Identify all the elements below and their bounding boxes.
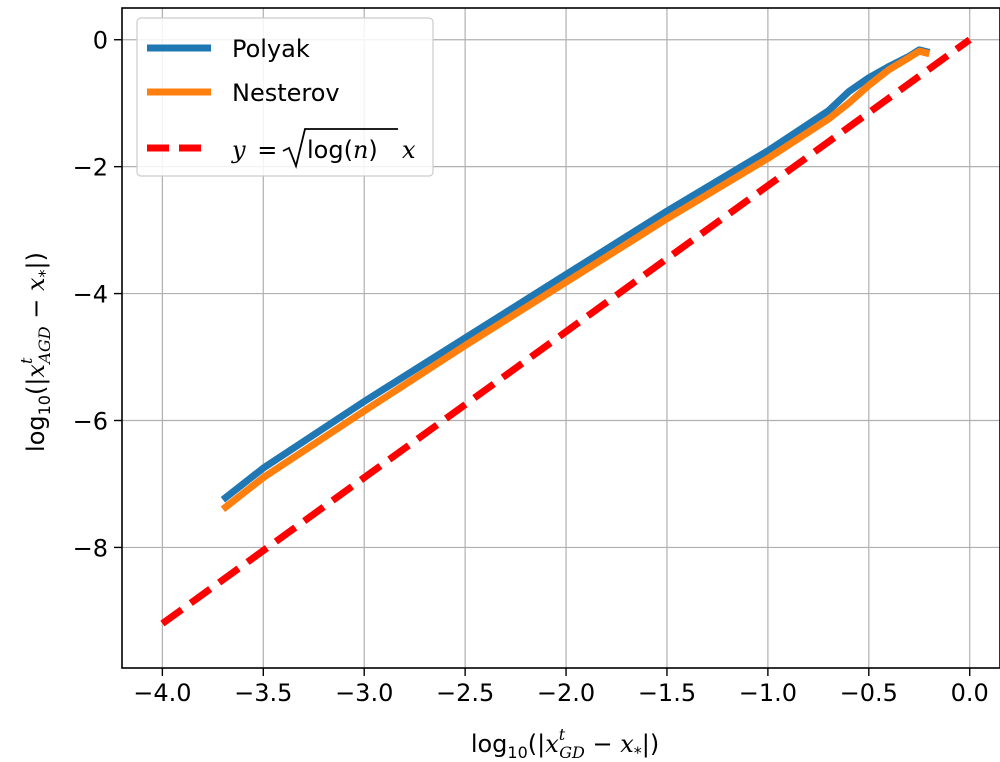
x-tick-label: 0.0 — [951, 679, 989, 707]
x-axis-label-varsub: GD — [559, 743, 585, 762]
x-axis-label-open: (| — [528, 730, 545, 758]
legend-label-reference-line: y = log(n) x — [231, 128, 416, 169]
legend: Polyak Nesterov y = log(n) x — [136, 17, 434, 177]
x-tick-label: −1.5 — [638, 679, 696, 707]
y-axis-label-var: x — [22, 364, 50, 378]
plot-area-frame — [121, 7, 1000, 669]
x-axis-label-xstar: x — [620, 730, 634, 758]
y-axis-label-log: log — [22, 415, 50, 452]
y-axis-label-open: (| — [22, 378, 50, 395]
ticks: −4.0 −3.5 −3.0 −2.5 −2.0 −1.5 −1.0 −0.5 0.0 0 −2 −4… — [73, 27, 989, 707]
x-tick-label: −2.5 — [436, 679, 494, 707]
y-axis-label-sub: 10 — [35, 395, 54, 415]
x-axis-label-close: |) — [642, 730, 659, 758]
svg-text:log(n): log(n) — [307, 136, 378, 164]
legend-eq-y: y — [231, 136, 246, 164]
y-axis-label-close: |) — [22, 252, 50, 269]
x-axis-label-sup: t — [559, 725, 566, 744]
legend-label-nesterov: Nesterov — [232, 79, 340, 107]
legend-eq-x: x — [402, 136, 416, 164]
series-nesterov-line — [220, 47, 931, 513]
y-tick-label: −2 — [73, 154, 108, 182]
series-layer — [160, 36, 972, 627]
legend-eq-log: log( — [307, 136, 353, 164]
x-tick-label: −3.5 — [234, 679, 292, 707]
legend-label-polyak: Polyak — [232, 35, 310, 63]
legend-box — [136, 17, 434, 177]
y-axis-label-varsub: AGD — [35, 326, 54, 365]
legend-eq-n: n — [353, 136, 368, 164]
y-tick-label: −6 — [73, 408, 108, 436]
y-tick-label: −4 — [73, 281, 108, 309]
x-tick-label: −3.0 — [335, 679, 393, 707]
y-axis-label: log10(|xtAGD − x*|) — [17, 252, 54, 452]
x-tick-label: −4.0 — [133, 679, 191, 707]
series-reference-line — [160, 36, 972, 627]
x-axis-label-var: x — [545, 730, 559, 758]
x-axis-label-sub: 10 — [507, 743, 527, 762]
legend-eq-close: ) — [368, 136, 377, 164]
sqrt-radical-icon — [282, 128, 398, 169]
y-axis-label-star: * — [35, 269, 54, 277]
legend-eq-equals: = — [257, 136, 277, 164]
y-axis-label-xstar: x — [22, 277, 50, 291]
x-tick-label: −0.5 — [840, 679, 898, 707]
x-axis-label-star: * — [634, 743, 642, 762]
svg-text:y =: y = — [231, 136, 277, 164]
x-axis-label-minus: − — [585, 730, 620, 758]
y-tick-label: −8 — [73, 534, 108, 562]
x-axis-label-log: log — [471, 730, 508, 758]
x-tick-label: −2.0 — [537, 679, 595, 707]
y-axis-label-sup: t — [17, 357, 36, 364]
x-axis-label: log10(|xt GD − x*|) — [471, 725, 659, 762]
y-axis-label-minus: − — [22, 291, 50, 326]
y-tick-label: 0 — [93, 27, 108, 55]
x-tick-label: −1.0 — [739, 679, 797, 707]
